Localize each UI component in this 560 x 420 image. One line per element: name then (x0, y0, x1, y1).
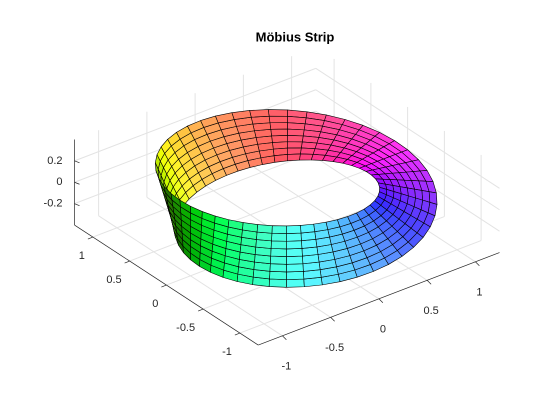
chart-title: Möbius Strip (256, 29, 335, 44)
surface-patch (299, 153, 314, 161)
surface-patch (270, 240, 287, 250)
surface-patch (286, 278, 305, 288)
surface-patch (286, 240, 303, 250)
z-tick (74, 181, 80, 185)
grid-line (315, 67, 500, 189)
surface-patch (300, 223, 316, 234)
surface-patch (286, 255, 304, 265)
surface-patch (269, 263, 287, 273)
y-tick-label: 1 (79, 250, 85, 262)
surface-patch (287, 128, 305, 137)
x-tick-label: 1 (476, 287, 482, 299)
surface-patch (271, 225, 287, 234)
z-tick (74, 160, 80, 164)
y-tick (161, 284, 167, 288)
y-tick-label: -0.5 (176, 322, 195, 334)
x-tick-label: 0 (380, 324, 386, 336)
surface-patch (267, 109, 288, 117)
surface-patch (273, 154, 288, 163)
x-tick (378, 298, 384, 304)
x-tick-label: 0.5 (423, 305, 438, 317)
surface-patch (269, 271, 287, 280)
y-tick (124, 260, 130, 264)
x-tick (330, 317, 335, 322)
surface-patch (256, 231, 273, 242)
surface-patch (269, 122, 288, 130)
x-tick (426, 280, 432, 285)
surface-patch (286, 232, 302, 242)
z-tick (74, 203, 80, 206)
y-tick (197, 308, 204, 312)
surface-patch (270, 248, 287, 257)
surface-patch (287, 153, 301, 162)
y-tick (234, 332, 241, 336)
surface-patch (256, 224, 273, 234)
x-tick-label: -0.5 (325, 342, 344, 354)
surface-patch (287, 135, 304, 143)
surface-patch (270, 128, 288, 137)
x-tick (282, 335, 287, 341)
surface-patch (286, 263, 304, 273)
surface-patch (271, 135, 288, 143)
surface-layer (154, 109, 438, 288)
surface-patch (268, 115, 288, 124)
grid-line (129, 168, 372, 262)
y-tick-label: 0.5 (106, 274, 121, 286)
surface-patch (249, 109, 270, 118)
surface-patch (271, 232, 287, 242)
x-tick-label: -1 (281, 361, 291, 373)
surface-patch (287, 147, 302, 155)
surface-patch (301, 141, 318, 149)
surface-patch (300, 147, 316, 155)
surface-patch (286, 225, 302, 234)
grid-line (74, 67, 316, 162)
y-tick (87, 236, 94, 240)
z-tick-label: 0 (56, 176, 62, 188)
z-tick-label: 0.2 (47, 155, 62, 167)
grid-line (239, 240, 482, 334)
surface-patch (268, 278, 287, 288)
surface-patch (286, 248, 303, 257)
surface-patch (287, 122, 306, 131)
axes-layer: -1 -0.5 0 0.5 1 -1 -0.5 0 0.5 1 -0.2 0 0.2 (44, 139, 500, 373)
z-tick-label: -0.2 (44, 198, 63, 210)
surface-patch (286, 271, 305, 280)
surface-patch (270, 255, 287, 265)
y-tick-label: 0 (152, 298, 158, 310)
x-tick (475, 261, 480, 267)
y-tick-label: -1 (222, 346, 232, 358)
surface-patch (287, 141, 303, 149)
